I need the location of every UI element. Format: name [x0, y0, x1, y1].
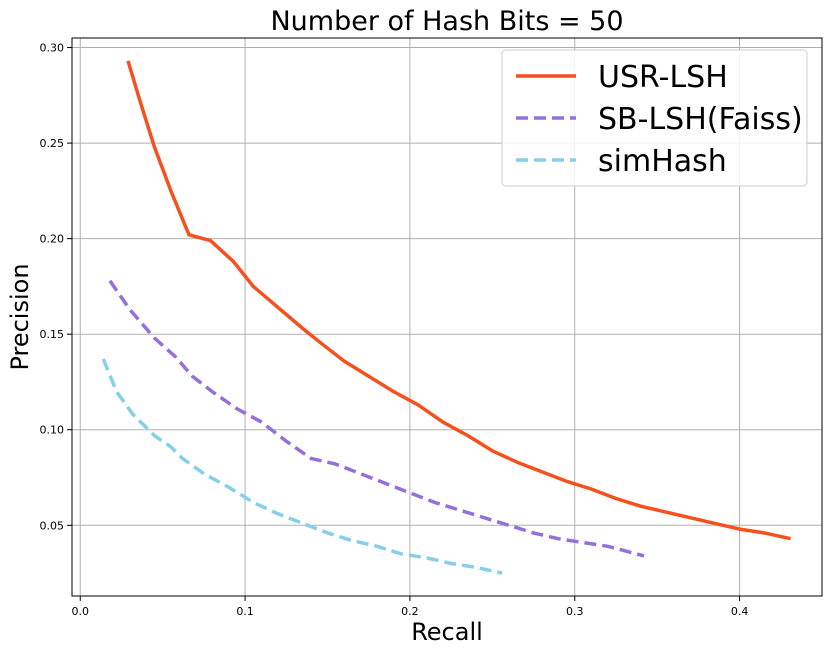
legend-label: USR-LSH — [598, 60, 728, 95]
x-tick-label: 0.1 — [236, 605, 254, 618]
legend-label: SB-LSH(Faiss) — [598, 102, 803, 137]
x-tick-label: 0.4 — [731, 605, 749, 618]
x-tick-label: 0.0 — [71, 605, 89, 618]
y-axis-title: Precision — [6, 263, 34, 370]
legend-box — [501, 49, 808, 187]
y-tick-label: 0.05 — [40, 519, 65, 532]
series-line-sb-lsh-faiss — [108, 279, 645, 558]
y-tick-label: 0.25 — [40, 137, 65, 150]
axis-ticks: 0.0 0.1 0.2 0.3 0.4 0.05 0.10 0.15 0.20 0.25 0.30 — [40, 42, 749, 618]
legend: USR-LSH SB-LSH(Faiss) simHash — [501, 49, 808, 187]
x-tick-label: 0.3 — [566, 605, 584, 618]
x-axis-title: Recall — [411, 618, 483, 646]
series-line-simhash — [101, 358, 503, 575]
y-tick-label: 0.15 — [40, 328, 65, 341]
chart-title: Number of Hash Bits = 50 — [270, 6, 623, 37]
x-tick-label: 0.2 — [401, 605, 419, 618]
series-line-usr-lsh — [126, 60, 792, 541]
series-lines — [101, 60, 792, 575]
plot-frame — [71, 37, 823, 597]
y-tick-label: 0.30 — [40, 42, 65, 55]
y-tick-label: 0.20 — [40, 233, 65, 246]
y-tick-label: 0.10 — [40, 424, 65, 437]
legend-label: simHash — [598, 144, 727, 179]
